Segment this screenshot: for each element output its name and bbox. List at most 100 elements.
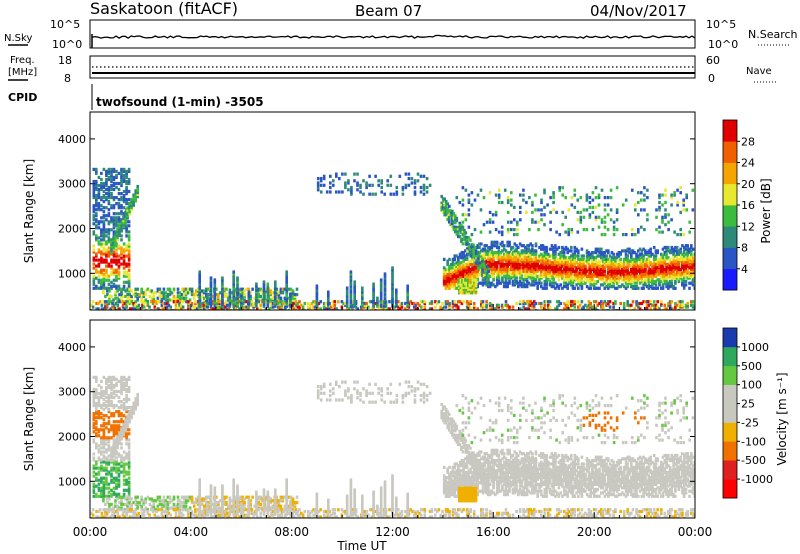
power-cell	[652, 279, 656, 284]
power-cell	[584, 303, 587, 307]
power-cell	[127, 189, 131, 194]
power-cell	[448, 273, 451, 277]
power-cell	[654, 262, 658, 267]
power-cell	[462, 274, 465, 278]
power-cell	[117, 270, 121, 274]
power-cell	[455, 225, 459, 229]
power-cell	[513, 257, 517, 261]
power-cell	[123, 307, 127, 310]
power-cell	[571, 303, 575, 307]
power-cell	[508, 240, 511, 244]
power-cell	[95, 179, 98, 184]
power-cell	[497, 281, 501, 285]
power-cell	[349, 282, 353, 286]
power-cell	[513, 271, 517, 275]
power-cell	[478, 266, 481, 270]
power-cell	[661, 273, 665, 277]
power-cell	[136, 298, 139, 302]
power-cell	[564, 266, 568, 270]
power-cell	[577, 257, 580, 261]
power-cell	[292, 301, 296, 306]
power-cell	[511, 254, 515, 258]
power-cell	[285, 272, 288, 276]
power-cell	[488, 254, 492, 258]
power-cell	[511, 261, 515, 265]
power-cell	[110, 246, 113, 250]
power-cell	[162, 291, 166, 295]
power-cell	[543, 223, 546, 227]
power-cell	[211, 301, 215, 306]
power-cell	[391, 288, 394, 292]
power-cell	[204, 303, 208, 307]
power-cell	[528, 196, 531, 200]
power-cell	[460, 237, 463, 241]
power-cell	[540, 269, 543, 273]
power-cell	[319, 307, 322, 310]
power-cell	[532, 264, 536, 268]
power-cell	[458, 285, 461, 289]
power-cell	[349, 304, 353, 308]
power-cell	[372, 284, 375, 288]
power-cell	[462, 256, 465, 260]
power-cell	[624, 252, 628, 256]
power-cell	[494, 268, 497, 272]
power-cell	[102, 248, 106, 252]
power-cell	[194, 305, 197, 309]
power-cell	[353, 179, 356, 183]
power-cell	[128, 300, 132, 304]
power-cell	[566, 305, 569, 309]
power-cell	[122, 294, 125, 298]
power-cell	[497, 276, 501, 280]
power-cell	[508, 268, 511, 272]
power-cell	[642, 257, 645, 261]
power-cell	[506, 274, 509, 278]
sky-noise-line	[91, 34, 696, 39]
power-cell	[395, 304, 398, 308]
power-cell	[125, 305, 128, 309]
power-cell	[617, 271, 621, 275]
power-cell	[646, 218, 649, 222]
power-cell	[219, 291, 222, 295]
power-cell	[691, 303, 695, 307]
power-cell	[587, 271, 591, 275]
power-cell	[257, 287, 260, 291]
power-cell	[386, 307, 390, 310]
power-cell	[691, 259, 695, 263]
power-cell	[225, 307, 229, 310]
power-cell	[607, 276, 610, 280]
power-cell	[686, 303, 689, 307]
power-cell	[127, 264, 131, 268]
power-cell	[686, 247, 689, 251]
power-cell	[552, 251, 555, 255]
power-cell	[120, 225, 123, 229]
power-cell	[174, 296, 178, 300]
power-cell	[473, 261, 477, 265]
power-cell	[444, 268, 448, 272]
power-cell	[102, 189, 106, 194]
power-cell	[102, 282, 106, 286]
power-cell	[691, 279, 695, 284]
power-cell	[467, 247, 471, 251]
velocity-cell	[100, 428, 103, 432]
power-cell	[275, 291, 279, 295]
power-cell	[100, 187, 103, 192]
power-cell	[550, 285, 554, 289]
power-cell	[127, 234, 131, 238]
power-cell	[532, 266, 536, 270]
power-cell	[518, 262, 522, 267]
power-cell	[464, 264, 467, 268]
power-cell	[612, 220, 616, 224]
power-cell	[545, 273, 548, 277]
power-cell	[95, 208, 98, 212]
power-cell	[693, 286, 695, 290]
power-cell	[490, 266, 494, 270]
power-cell	[561, 269, 564, 273]
power-cell	[458, 235, 462, 239]
power-cell	[283, 287, 287, 291]
power-cell	[471, 262, 474, 267]
power-cell	[490, 271, 494, 275]
power-cell	[615, 286, 619, 290]
power-cell	[446, 202, 449, 206]
power-cell	[464, 231, 468, 235]
power-cell	[100, 196, 103, 200]
